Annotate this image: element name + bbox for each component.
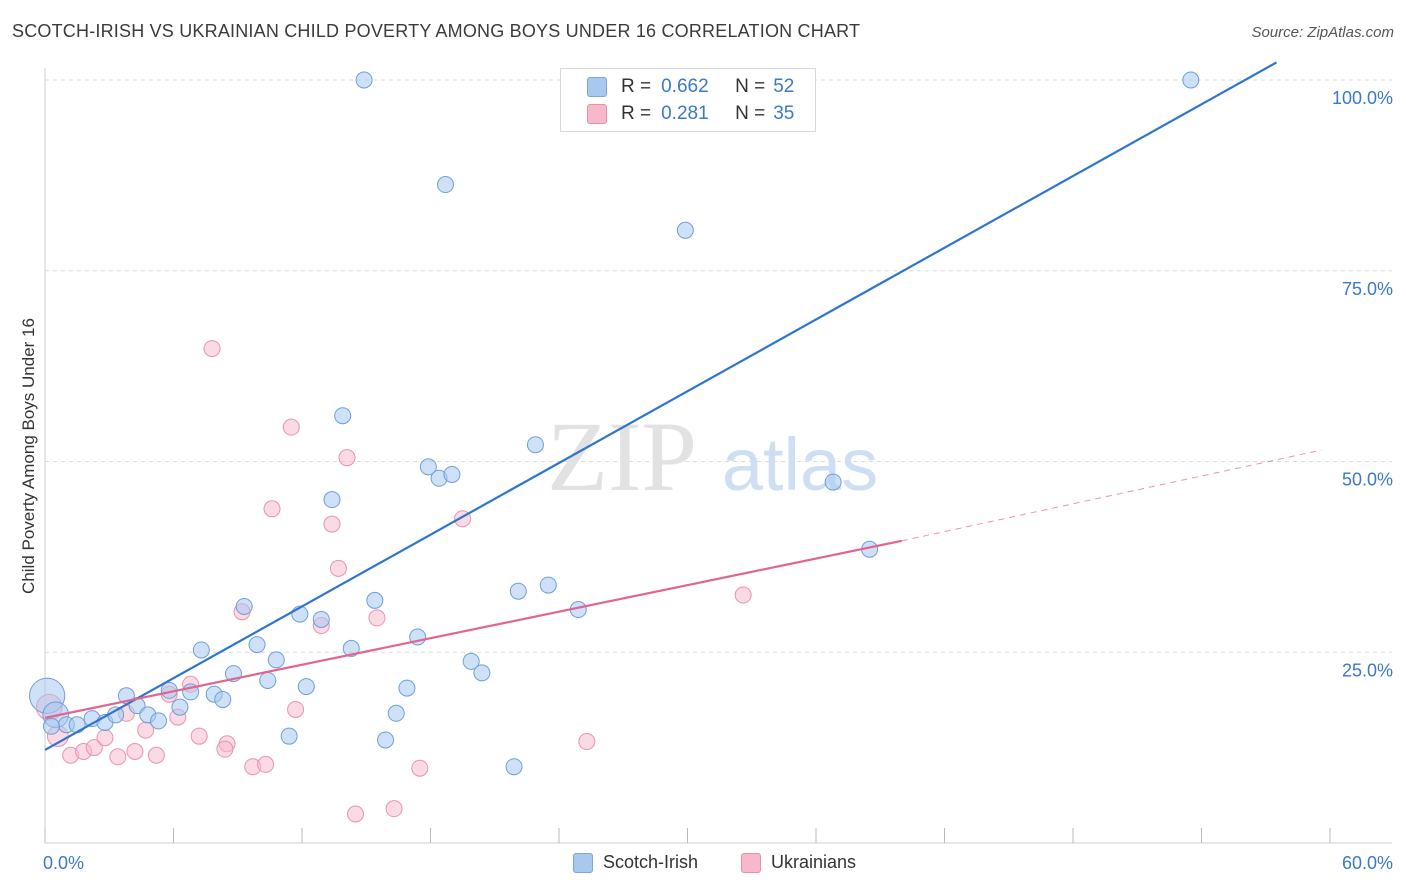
legend-row-scotch-irish: R = 0.662 N = 52 [587,75,794,99]
axis-layer: 0.0% 60.0% [43,68,1393,873]
ukrainian-trend-line [44,539,902,719]
legend-r-label: R = [621,76,652,97]
ukrainian-point [338,449,356,467]
scotch-irish-point [436,176,454,194]
scotch-irish-point [526,436,544,454]
scotch-irish-point [387,704,405,722]
legend-r-value: 0.662 [661,76,709,97]
scotch-irish-point [676,221,694,239]
ukrainian-trend-extension [901,449,1322,542]
scotch-irish-point [280,727,298,745]
legend-swatch-pink [587,104,607,124]
scotch-irish-point [539,576,557,594]
legend-n-label: N = [735,76,766,97]
scotch-irish-point [214,691,232,709]
bottom-legend-label: Ukrainians [771,852,857,872]
ukrainian-point [85,739,103,757]
ukrainian-point [203,340,221,358]
scotch-irish-point [366,591,384,609]
ukrainian-point [578,733,596,751]
scotch-irish-point [259,671,277,689]
ukrainian-point [216,740,234,758]
ukrainian-point [385,800,403,818]
scotch-irish-point [342,639,360,657]
ukrainian-point [411,759,429,777]
scotch-irish-point [443,465,461,483]
scotch-irish-point [334,407,352,425]
ukrainian-point [734,586,752,604]
ukrainian-point [109,748,127,766]
legend-n-value: 35 [773,103,795,124]
trend-layer [44,61,1322,751]
ukrainian-point [282,418,300,436]
ukrainian-point [329,559,347,577]
ukrainian-point [323,515,341,533]
watermark-atlas: atlas [722,423,878,506]
grid-layer: 25.0% 50.0% 75.0% 100.0% [45,79,1393,680]
bottom-legend-scotch-irish: Scotch-Irish [573,852,698,873]
x-tick-label: 60.0% [1342,853,1393,873]
scotch-irish-point [824,473,842,491]
ukrainian-point [368,609,386,627]
scotch-irish-point [473,664,491,682]
y-axis-title: Child Poverty Among Boys Under 16 [19,318,38,594]
scotch-irish-point [419,458,437,476]
ukrainian-point [347,805,365,823]
scotch-irish-point [355,71,373,89]
legend-n-value: 52 [773,76,795,97]
legend-r-label: R = [621,103,652,124]
y-tick-label: 25.0% [1342,660,1393,680]
scotch-irish-point [1182,71,1200,89]
scotch-irish-point [509,582,527,600]
legend-r-value: 0.281 [661,103,709,124]
bottom-legend-swatch-blue [573,852,593,873]
chart-title: SCOTCH-IRISH VS UKRAINIAN CHILD POVERTY … [12,21,861,41]
watermark: ZIP atlas [547,401,878,512]
scotch-irish-point [68,716,86,734]
bottom-legend-label: Scotch-Irish [603,852,699,872]
legend-swatch-blue [587,77,607,97]
scotch-irish-point [312,610,330,628]
ukrainian-point [96,729,114,747]
scotch-irish-point [377,731,395,749]
scotch-irish-point [150,712,168,730]
scotch-irish-point [505,758,523,776]
scotch-irish-trend-line [44,61,1277,751]
bottom-legend-ukrainians: Ukrainians [741,852,856,873]
scotch-irish-point [462,652,480,670]
x-tick-label: 0.0% [43,853,84,873]
source-label: Source: ZipAtlas.com [1251,24,1394,41]
ukrainian-point [287,700,305,718]
legend-row-ukrainians: R = 0.281 N = 35 [587,102,794,126]
scotch-irish-point [323,491,341,509]
ukrainian-point [263,500,281,518]
scotch-irish-point [297,678,315,696]
points-layer [29,71,1200,823]
y-tick-label: 100.0% [1332,88,1393,108]
y-tick-label: 75.0% [1342,279,1393,299]
scotch-irish-point [192,641,210,659]
scotch-irish-point [171,698,189,716]
ukrainian-point [147,746,165,764]
scotch-irish-point [42,717,60,735]
ukrainian-point [126,742,144,760]
legend-n-label: N = [735,103,766,124]
scotch-irish-point [267,651,285,669]
ukrainian-point [257,755,275,773]
scotch-irish-point [235,597,253,615]
scotch-irish-point [248,636,266,654]
legend-box: R = 0.662 N = 52 R = 0.281 N = 35 [560,68,816,132]
y-tick-label: 50.0% [1342,470,1393,490]
ukrainian-point [190,727,208,745]
bottom-legend-swatch-pink [741,852,761,873]
scotch-irish-point [398,679,416,697]
